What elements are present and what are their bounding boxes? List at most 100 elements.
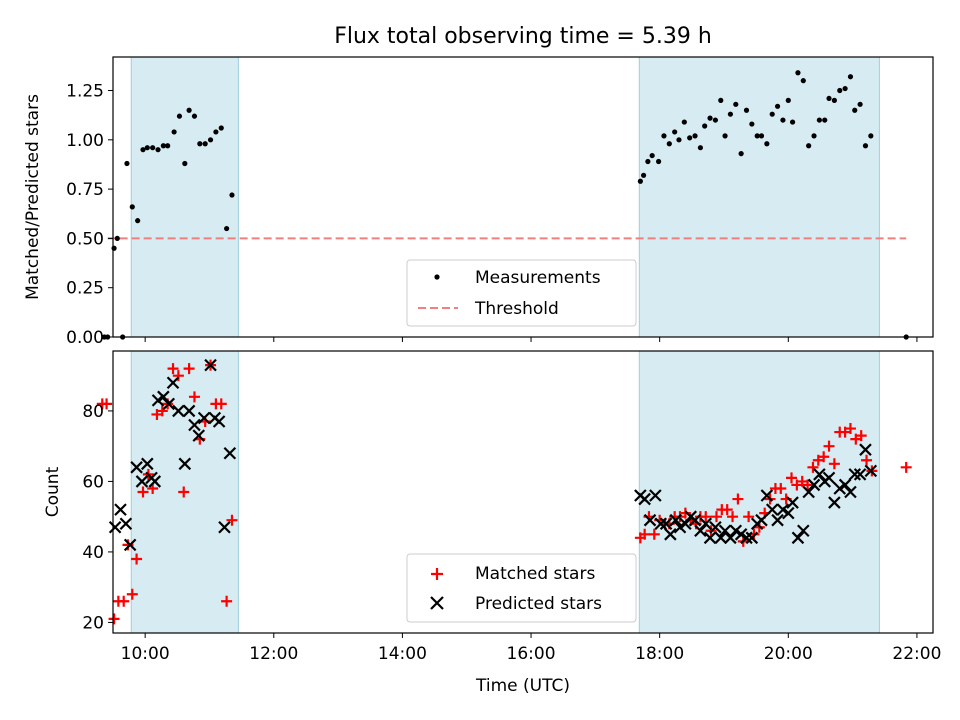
measurement-point xyxy=(676,137,682,143)
predicted-star-point xyxy=(638,492,651,506)
measurement-point xyxy=(816,117,822,123)
measurement-point xyxy=(769,111,775,117)
predicted-star-point xyxy=(853,468,867,481)
matched-star-point xyxy=(156,405,168,417)
measurement-point xyxy=(129,204,135,210)
predicted-star-point xyxy=(724,531,737,545)
measurement-point xyxy=(197,141,203,147)
matched-star-point xyxy=(818,451,830,463)
predicted-star-point xyxy=(771,513,784,527)
count-legend-box xyxy=(406,553,637,623)
ratio-panel: 0.00 0.25 0.50 0.75 1.00 1.25 Matched/Predict… xyxy=(23,56,934,348)
ratio-panel-y-axis: 0.00 0.25 0.50 0.75 1.00 1.25 xyxy=(66,82,113,348)
matched-star-point xyxy=(802,479,814,491)
predicted-star-point xyxy=(141,457,154,471)
ratio-legend: Measurements Threshold xyxy=(406,259,637,327)
predicted-star-point xyxy=(157,390,170,404)
measurement-point xyxy=(207,137,214,143)
predicted-star-point xyxy=(828,496,841,509)
measurement-point xyxy=(150,145,156,151)
ratio-panel-x-ticks xyxy=(144,337,918,342)
predicted-star-point xyxy=(848,468,862,481)
predicted-star-point xyxy=(178,457,192,471)
predicted-star-point xyxy=(212,415,226,428)
predicted-star-point xyxy=(822,471,836,485)
measurement-point xyxy=(649,152,655,159)
y-tick-label: 0.00 xyxy=(66,328,104,348)
predicted-star-point xyxy=(791,531,805,545)
matched-star-point xyxy=(775,482,787,494)
predicted-star-point xyxy=(679,517,692,531)
x-tick-label: 10:00 xyxy=(121,644,170,664)
matched-star-point xyxy=(648,528,660,540)
predicted-star-point xyxy=(643,513,657,527)
predicted-star-point xyxy=(782,506,795,520)
measurement-point xyxy=(637,178,643,184)
predicted-star-point xyxy=(718,524,732,538)
threshold-legend-label: Threshold xyxy=(474,299,559,319)
measurement-point xyxy=(774,103,781,109)
x-tick-label: 12:00 xyxy=(249,644,298,664)
measurement-point xyxy=(687,135,693,141)
measurement-point xyxy=(831,97,837,103)
measurement-point xyxy=(182,160,188,167)
measurement-point xyxy=(165,143,171,149)
measurement-point xyxy=(124,160,130,167)
predicted-star-point xyxy=(688,513,702,527)
measurement-point xyxy=(862,143,869,149)
matched-star-point xyxy=(226,514,238,526)
measurement-point xyxy=(758,133,765,139)
measurement-point xyxy=(718,97,724,103)
measurement-point xyxy=(111,245,117,251)
predicted-star-point xyxy=(859,443,872,456)
predicted-star-point xyxy=(745,531,759,545)
measurement-point xyxy=(229,192,235,198)
measurement-point xyxy=(754,133,760,139)
measurement-point xyxy=(186,107,192,113)
measurement-point xyxy=(822,117,828,123)
x-tick-label: 20:00 xyxy=(764,644,813,664)
measurement-point xyxy=(202,141,208,147)
predicted-star-point xyxy=(864,464,878,478)
matched-star-point xyxy=(679,507,691,519)
matched-star-point xyxy=(700,511,712,523)
predicted-stars-points xyxy=(108,358,878,552)
matched-stars-points xyxy=(96,359,912,625)
matched-star-point xyxy=(828,458,840,470)
measurement-point xyxy=(640,172,647,178)
matched-star-point xyxy=(131,553,143,565)
y-tick-label: 0.50 xyxy=(66,229,104,249)
measurement-point xyxy=(191,113,198,119)
measurements-legend-marker xyxy=(434,274,440,280)
x-tick-label: 18:00 xyxy=(635,644,684,664)
predicted-star-point xyxy=(807,478,821,492)
y-tick-label: 60 xyxy=(82,472,104,492)
y-tick-label: 80 xyxy=(82,402,104,422)
measurement-point xyxy=(672,129,678,135)
y-tick-label: 0.25 xyxy=(66,279,104,299)
matched-star-point xyxy=(861,454,873,466)
count-panel: 10:00 12:00 14:00 16:00 18:00 20:00 22:00 20 40… xyxy=(43,350,941,696)
predicted-star-point xyxy=(148,475,162,488)
measurement-point xyxy=(661,133,667,139)
matched-star-point xyxy=(639,528,651,540)
measurement-point xyxy=(155,147,161,153)
predicted-star-point xyxy=(114,503,127,516)
predicted-star-point xyxy=(204,358,217,372)
measurement-point xyxy=(707,115,713,121)
predicted-star-point xyxy=(119,517,133,531)
measurements-legend-label: Measurements xyxy=(475,268,601,288)
measurement-point xyxy=(645,158,651,165)
measurement-point xyxy=(722,133,728,139)
measurement-point xyxy=(655,158,662,165)
matched-star-point xyxy=(710,511,722,523)
predicted-star-point xyxy=(714,531,728,545)
predicted-star-point xyxy=(669,513,683,527)
predicted-star-point xyxy=(703,531,717,545)
count-panel-frame xyxy=(112,350,934,634)
matched-star-point xyxy=(167,363,179,375)
predicted-star-point xyxy=(709,520,722,534)
x-axis-label: Time (UTC) xyxy=(475,676,570,696)
matched-star-point xyxy=(727,511,739,523)
predicted-star-point xyxy=(802,485,815,499)
